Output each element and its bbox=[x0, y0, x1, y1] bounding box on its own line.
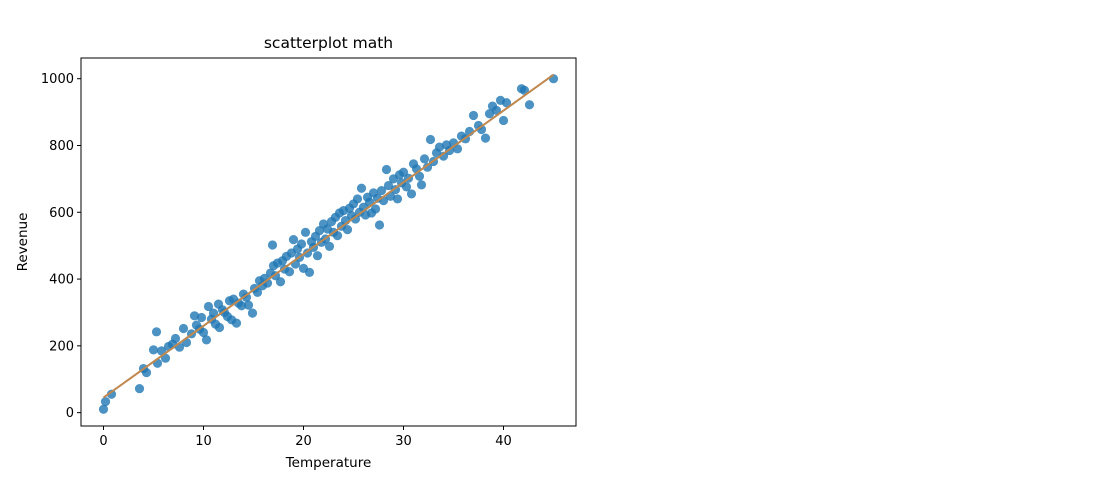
data-point bbox=[284, 267, 295, 277]
x-axis: 0 10 20 30 40 bbox=[99, 426, 512, 449]
data-point bbox=[383, 180, 394, 191]
data-point bbox=[452, 144, 463, 154]
data-point bbox=[370, 204, 381, 214]
data-point bbox=[243, 300, 254, 310]
data-point bbox=[468, 110, 479, 121]
data-point bbox=[422, 162, 433, 172]
data-point bbox=[381, 164, 392, 175]
y-tick-label: 200 bbox=[49, 339, 74, 354]
x-tick-label: 30 bbox=[395, 434, 412, 449]
data-point bbox=[374, 220, 385, 230]
data-point bbox=[401, 182, 412, 192]
y-axis: 0 200 400 600 800 1000 bbox=[41, 72, 81, 421]
y-tick-label: 0 bbox=[66, 406, 74, 421]
y-tick-label: 800 bbox=[49, 139, 74, 154]
data-point bbox=[141, 367, 152, 378]
data-point bbox=[236, 301, 247, 311]
x-tick-label: 40 bbox=[495, 434, 512, 449]
data-point bbox=[312, 251, 323, 261]
data-point bbox=[98, 404, 109, 414]
data-point bbox=[196, 312, 207, 323]
data-point bbox=[314, 226, 325, 236]
data-point bbox=[134, 383, 145, 394]
data-point bbox=[231, 318, 242, 328]
data-point bbox=[100, 397, 111, 407]
data-point bbox=[106, 389, 117, 399]
y-tick-label: 600 bbox=[49, 206, 74, 221]
data-point bbox=[252, 287, 263, 298]
x-tick-label: 10 bbox=[195, 434, 212, 449]
data-point bbox=[170, 333, 181, 344]
regression-line bbox=[102, 73, 555, 399]
data-point bbox=[425, 134, 436, 145]
data-point bbox=[438, 151, 449, 161]
data-point bbox=[208, 308, 219, 318]
data-point bbox=[414, 171, 425, 181]
data-point bbox=[324, 241, 335, 251]
data-point bbox=[501, 98, 512, 108]
data-point bbox=[434, 142, 445, 152]
data-point bbox=[288, 235, 299, 245]
data-point bbox=[247, 308, 258, 318]
y-axis-title: Revenue bbox=[15, 213, 31, 272]
data-point bbox=[267, 240, 278, 250]
data-point bbox=[201, 335, 212, 345]
plot-frame bbox=[80, 57, 577, 427]
data-point bbox=[275, 277, 286, 287]
chart-title: scatterplot math bbox=[264, 34, 393, 52]
data-point bbox=[376, 185, 387, 196]
data-point bbox=[300, 227, 311, 237]
x-axis-title: Temperature bbox=[285, 455, 372, 471]
data-point bbox=[356, 183, 367, 193]
data-point bbox=[178, 323, 189, 334]
data-point bbox=[524, 100, 535, 110]
x-tick-label: 20 bbox=[295, 434, 312, 449]
x-tick-label: 0 bbox=[99, 434, 107, 449]
data-point bbox=[151, 327, 162, 337]
y-tick-label: 1000 bbox=[41, 72, 74, 87]
data-point bbox=[241, 292, 252, 303]
data-points bbox=[98, 74, 559, 414]
data-point bbox=[498, 115, 509, 126]
data-point bbox=[350, 214, 361, 224]
data-point bbox=[392, 194, 403, 204]
y-tick-label: 400 bbox=[49, 273, 74, 288]
data-point bbox=[352, 194, 363, 204]
data-point bbox=[189, 311, 200, 321]
data-point bbox=[419, 154, 430, 164]
data-point bbox=[203, 301, 214, 312]
data-point bbox=[332, 231, 343, 241]
data-point bbox=[214, 322, 225, 333]
data-point bbox=[304, 267, 315, 277]
data-point bbox=[342, 225, 353, 235]
data-point bbox=[148, 345, 159, 355]
data-point bbox=[198, 327, 209, 338]
data-point bbox=[406, 189, 417, 199]
data-point bbox=[296, 239, 307, 249]
data-point bbox=[484, 109, 495, 119]
data-point bbox=[480, 133, 491, 143]
data-point bbox=[416, 180, 427, 190]
